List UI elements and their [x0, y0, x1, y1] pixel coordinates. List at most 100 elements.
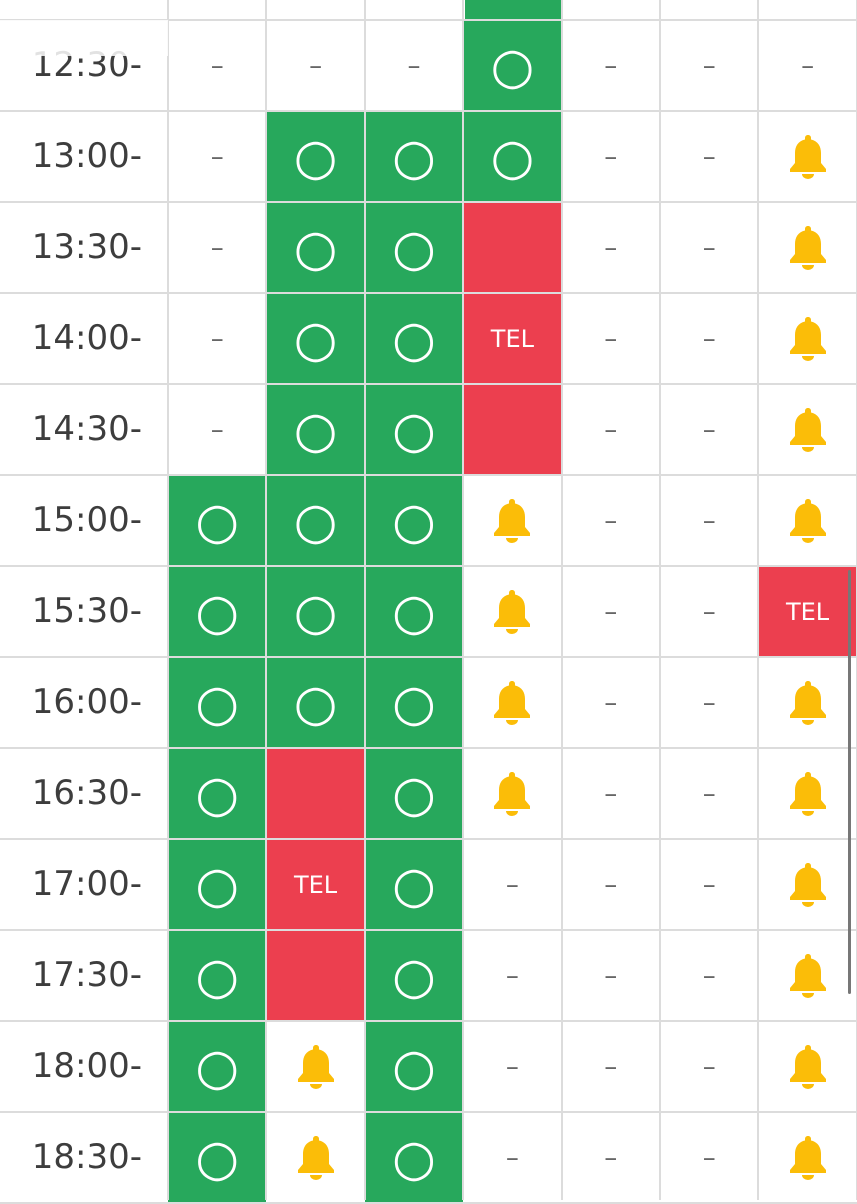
- waitlist-cell[interactable]: [463, 475, 561, 566]
- available-cell[interactable]: ○: [266, 111, 365, 202]
- tel-cell[interactable]: TEL: [758, 566, 857, 657]
- available-cell[interactable]: ○: [168, 748, 267, 839]
- unavailable-cell: –: [660, 657, 758, 748]
- time-label: 16:00-: [31, 682, 142, 722]
- bell-icon: [494, 589, 531, 634]
- unavailable-cell: –: [168, 20, 266, 111]
- unavailable-cell: –: [562, 475, 660, 566]
- available-cell[interactable]: ○: [364, 1112, 464, 1203]
- waitlist-cell[interactable]: [758, 111, 856, 202]
- available-cell[interactable]: ○: [168, 839, 267, 930]
- row-line: [0, 565, 857, 567]
- waitlist-cell[interactable]: [758, 293, 856, 384]
- waitlist-cell[interactable]: [758, 930, 856, 1021]
- available-cell[interactable]: ○: [266, 384, 365, 475]
- circle-mark: ○: [392, 946, 436, 1005]
- time-label: 15:00-: [31, 500, 142, 540]
- waitlist-cell[interactable]: [758, 748, 856, 839]
- available-cell[interactable]: ○: [364, 475, 464, 566]
- circle-mark: ○: [195, 582, 240, 641]
- available-cell[interactable]: ○: [168, 657, 267, 748]
- tel-text: TEL: [490, 324, 534, 353]
- tel-text: TEL: [293, 870, 338, 899]
- waitlist-cell[interactable]: [758, 475, 856, 566]
- dash-text: –: [702, 141, 716, 172]
- waitlist-cell[interactable]: [266, 1021, 364, 1112]
- available-cell[interactable]: ○: [364, 1021, 464, 1112]
- circle-mark: ○: [195, 673, 240, 732]
- available-cell[interactable]: ○: [463, 20, 562, 111]
- waitlist-cell[interactable]: [758, 657, 856, 748]
- dash-text: –: [702, 596, 716, 627]
- dash-text: –: [604, 141, 618, 172]
- dash-text: –: [604, 960, 618, 991]
- tel-cell[interactable]: TEL: [266, 748, 365, 1021]
- row-line: [0, 19, 857, 21]
- available-cell[interactable]: ○: [364, 566, 464, 657]
- circle-mark: ○: [293, 491, 338, 550]
- dash-text: –: [407, 50, 421, 81]
- dash-text: –: [604, 232, 618, 263]
- available-cell[interactable]: ○: [364, 748, 464, 839]
- available-cell[interactable]: ○: [364, 202, 464, 293]
- available-cell[interactable]: ○: [463, 111, 562, 202]
- available-cell[interactable]: ○: [168, 566, 267, 657]
- circle-mark: ○: [293, 673, 338, 732]
- available-cell[interactable]: ○: [364, 293, 464, 384]
- dash-text: –: [505, 869, 519, 900]
- bell-icon: [494, 498, 531, 543]
- column-line: [265, 0, 268, 1200]
- available-cell[interactable]: ○: [364, 930, 464, 1021]
- unavailable-cell: –: [463, 930, 561, 1021]
- waitlist-cell[interactable]: [463, 748, 561, 839]
- available-cell[interactable]: ○: [364, 657, 464, 748]
- row-line: [0, 1111, 857, 1113]
- available-cell[interactable]: ○: [168, 475, 267, 566]
- dash-text: –: [604, 1142, 618, 1173]
- bell-icon: [789, 1135, 826, 1180]
- circle-mark: ○: [293, 309, 338, 368]
- available-cell[interactable]: ○: [364, 839, 464, 930]
- available-cell[interactable]: ○: [266, 293, 365, 384]
- circle-mark: ○: [392, 673, 436, 732]
- time-label: 13:00-: [31, 136, 142, 176]
- available-cell[interactable]: ○: [266, 657, 365, 748]
- waitlist-cell[interactable]: [758, 1112, 856, 1203]
- circle-mark: ○: [392, 218, 436, 277]
- available-cell[interactable]: ○: [168, 1021, 267, 1112]
- dash-text: –: [604, 505, 618, 536]
- dash-text: –: [604, 778, 618, 809]
- waitlist-cell[interactable]: [266, 1112, 364, 1203]
- waitlist-cell[interactable]: [463, 657, 561, 748]
- waitlist-cell[interactable]: [758, 202, 856, 293]
- unavailable-cell: –: [562, 1112, 660, 1203]
- dash-text: –: [604, 50, 618, 81]
- waitlist-cell[interactable]: [758, 384, 856, 475]
- available-cell[interactable]: ○: [364, 111, 464, 202]
- available-cell[interactable]: ○: [168, 1112, 267, 1203]
- time-label: 14:30-: [31, 409, 142, 449]
- circle-mark: ○: [195, 946, 240, 1005]
- waitlist-cell[interactable]: [758, 1021, 856, 1112]
- dash-text: –: [604, 687, 618, 718]
- unavailable-cell: –: [562, 839, 660, 930]
- tel-cell[interactable]: TEL: [463, 202, 562, 475]
- unavailable-cell: –: [660, 1112, 758, 1203]
- unavailable-cell: –: [562, 930, 660, 1021]
- dash-text: –: [505, 1142, 519, 1173]
- waitlist-cell[interactable]: [758, 839, 856, 930]
- scrollbar[interactable]: [848, 570, 851, 994]
- unavailable-cell: –: [660, 566, 758, 657]
- available-cell[interactable]: ○: [364, 384, 464, 475]
- column-line: [462, 0, 465, 1200]
- available-cell[interactable]: ○: [168, 930, 267, 1021]
- waitlist-cell[interactable]: [463, 566, 561, 657]
- available-cell[interactable]: ○: [266, 202, 365, 293]
- available-cell[interactable]: ○: [266, 566, 365, 657]
- dash-text: –: [702, 778, 716, 809]
- unavailable-cell: –: [562, 20, 660, 111]
- available-cell[interactable]: ○: [266, 475, 365, 566]
- row-line: [0, 292, 857, 294]
- dash-text: –: [604, 596, 618, 627]
- row-line: [0, 110, 857, 112]
